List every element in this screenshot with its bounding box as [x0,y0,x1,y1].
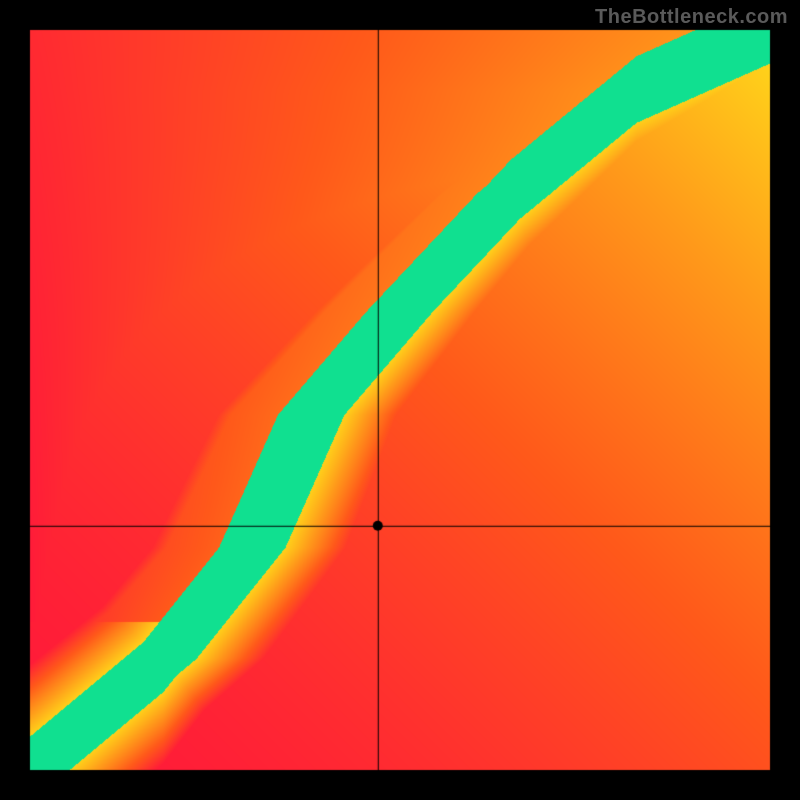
heatmap-canvas [0,0,800,800]
chart-container: TheBottleneck.com [0,0,800,800]
watermark-label: TheBottleneck.com [595,6,788,29]
